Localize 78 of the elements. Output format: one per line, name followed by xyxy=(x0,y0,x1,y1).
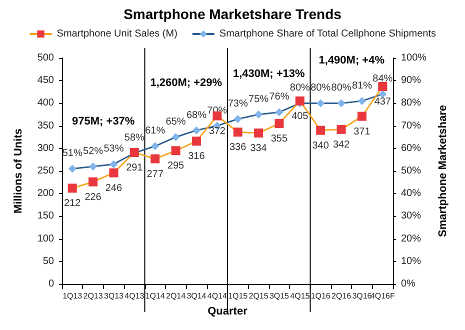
y-tick-label: 500 xyxy=(37,52,54,64)
y2-tick-label: 20% xyxy=(401,233,422,244)
y2-axis-title: Smartphone Marketshare xyxy=(436,104,449,238)
y-tick-label: 100 xyxy=(37,233,54,244)
x-tick-label: 4Q15 xyxy=(290,292,310,300)
data-label: 75% xyxy=(248,94,269,105)
x-tick-label: 3Q13 xyxy=(104,292,124,300)
data-label: 371 xyxy=(354,126,371,138)
data-label: 277 xyxy=(146,168,164,180)
y2-tick-label: 50% xyxy=(401,166,422,176)
y2-tick-label: 100% xyxy=(401,52,427,64)
data-label: 53% xyxy=(104,144,124,155)
data-label: 58% xyxy=(124,132,145,144)
y-tick-label: 350 xyxy=(37,120,54,132)
y2-tick-label: 70% xyxy=(401,120,422,132)
x-tick-label: 2Q14 xyxy=(166,292,186,300)
x-tick-label: 3Q14 xyxy=(186,292,207,300)
x-tick-label: 3Q15 xyxy=(269,292,290,300)
x-tick-label: 1Q16 xyxy=(310,292,331,300)
y-tick-label: 50 xyxy=(42,256,54,267)
y2-tick-label: 80% xyxy=(401,98,422,109)
data-label: 246 xyxy=(105,182,122,194)
data-label: 295 xyxy=(167,160,185,172)
annotation: 975M; +37% xyxy=(72,115,135,128)
y-tick-label: 300 xyxy=(37,142,54,154)
data-label: 80% xyxy=(331,82,352,94)
x-axis-title: Quarter xyxy=(208,306,248,318)
annotation: 1,490M; +4% xyxy=(318,54,385,66)
chart-title: Smartphone Marketshare Trends xyxy=(124,6,342,22)
annotation: 1,260M; +29% xyxy=(150,76,222,89)
data-label: 291 xyxy=(126,162,144,174)
x-tick-label: 1Q13 xyxy=(62,292,83,300)
data-label: 340 xyxy=(312,140,330,152)
data-label: 73% xyxy=(228,98,248,110)
y-tick-label: 450 xyxy=(37,75,54,86)
data-label: 334 xyxy=(250,143,268,154)
x-tick-label: 1Q15 xyxy=(228,292,248,300)
data-label: 68% xyxy=(186,110,207,121)
y-tick-label: 150 xyxy=(37,210,54,222)
data-label: 65% xyxy=(166,116,186,128)
y-tick-label: 0 xyxy=(48,278,54,290)
data-label: 81% xyxy=(352,80,372,92)
legend-label: Smartphone Share of Total Cellphone Shipments xyxy=(219,28,436,40)
data-label: 437 xyxy=(374,96,392,108)
y-tick-label: 200 xyxy=(37,188,54,200)
y2-tick-label: 30% xyxy=(401,210,422,222)
data-label: 84% xyxy=(372,74,393,85)
data-label: 405 xyxy=(292,110,309,122)
x-tick-label: 2Q13 xyxy=(83,292,104,300)
x-tick-label: 4Q14 xyxy=(207,292,228,300)
x-tick-label: 4Q13 xyxy=(124,292,145,300)
y2-tick-label: 60% xyxy=(401,142,422,154)
legend-label: Smartphone Unit Sales (M) xyxy=(56,28,178,40)
y2-tick-label: 10% xyxy=(401,256,422,267)
y2-tick-label: 90% xyxy=(401,75,422,86)
x-tick-label: 2Q16 xyxy=(331,292,352,300)
y2-tick-label: 0% xyxy=(401,278,416,290)
y2-tick-label: 40% xyxy=(401,188,422,200)
data-label: 372 xyxy=(208,126,226,137)
x-tick-label: 4Q16F xyxy=(370,292,395,300)
y-axis-title: Millions of Units xyxy=(12,128,24,214)
data-label: 316 xyxy=(188,151,206,162)
data-label: 52% xyxy=(83,146,104,157)
annotation: 1,430M; +13% xyxy=(232,68,306,80)
data-label: 80% xyxy=(290,82,310,94)
data-label: 80% xyxy=(310,82,331,94)
data-label: 336 xyxy=(230,142,247,154)
x-tick-label: 3Q16 xyxy=(352,292,372,300)
data-label: 342 xyxy=(332,139,350,150)
y-tick-label: 400 xyxy=(37,98,54,109)
data-label: 226 xyxy=(84,192,102,203)
data-label: 61% xyxy=(145,126,166,137)
x-tick-label: 1Q14 xyxy=(145,292,166,300)
data-label: 212 xyxy=(64,198,82,210)
x-tick-label: 2Q15 xyxy=(248,292,269,300)
data-label: 76% xyxy=(269,92,290,103)
y-tick-label: 250 xyxy=(37,166,54,176)
data-label: 355 xyxy=(270,134,288,145)
